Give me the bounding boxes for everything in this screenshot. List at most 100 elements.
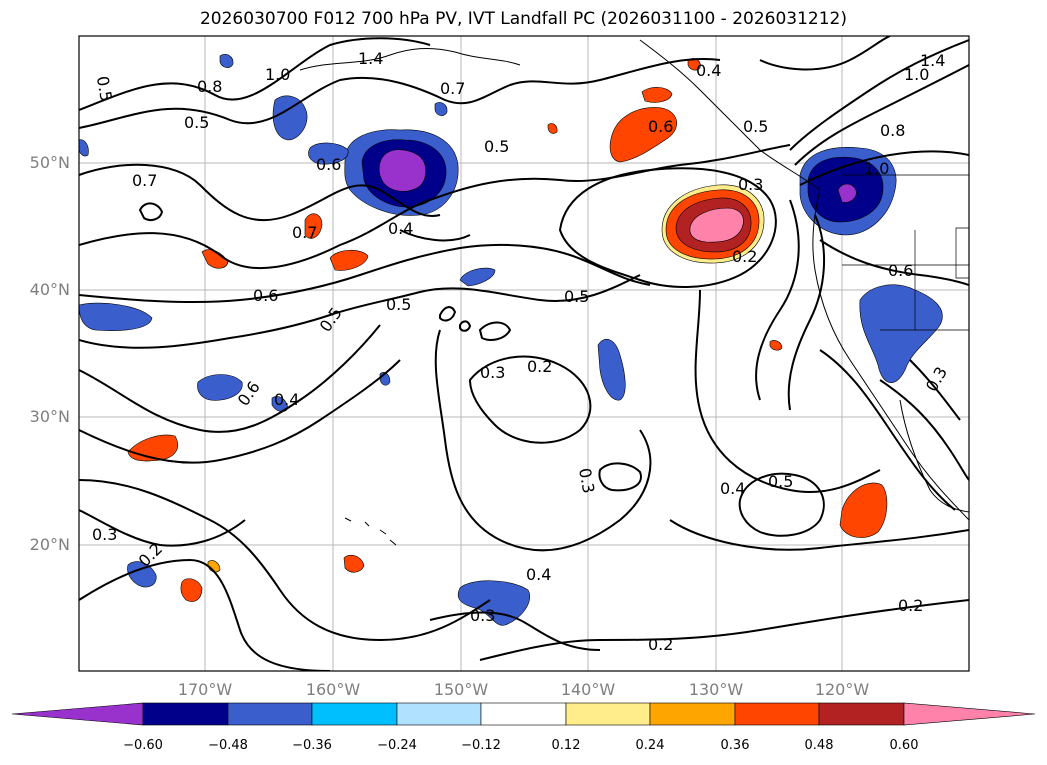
- contour-label: 0.2: [648, 635, 673, 654]
- contour-label: 0.7: [132, 171, 157, 190]
- colorbar-extend-min: [11, 702, 144, 726]
- neg-blob-aleutian: [272, 95, 308, 141]
- lon-label-140w: 140°W: [560, 680, 616, 699]
- contour-label: 0.4: [696, 61, 721, 80]
- pos-blob-dot3: [769, 340, 783, 351]
- map-title: 2026030700 F012 700 hPa PV, IVT Landfall…: [199, 9, 847, 29]
- pv-contours: [79, 36, 969, 671]
- colorbar-bin: [396, 702, 482, 726]
- colorbar-bin: [142, 702, 229, 726]
- contour-label: 1.0: [265, 65, 290, 84]
- neg-blob-dot2: [434, 102, 448, 116]
- contour-label: 0.4: [720, 479, 745, 498]
- neg-blob-150w: [459, 267, 496, 287]
- coast-alaska-panhandle: [639, 39, 821, 191]
- contour-label: 0.3: [92, 525, 117, 544]
- colorbar-bin: [565, 702, 651, 726]
- contour-label: 0.7: [440, 79, 465, 98]
- positive-shading: [127, 58, 888, 602]
- neg-blob-gulf-alaska-inner: [378, 149, 427, 192]
- contour-label: 0.5: [743, 117, 768, 136]
- lat-label-40n: 40°N: [29, 280, 70, 299]
- pos-blob-162w: [304, 213, 323, 239]
- colorbar-tick: −0.24: [377, 738, 417, 753]
- neg-blob-california: [859, 284, 943, 383]
- neg-blob-pnw-inner: [837, 183, 857, 203]
- contour-label: 0.5: [768, 472, 793, 491]
- pos-blob-bc: [609, 107, 677, 163]
- neg-blob-30n: [197, 374, 243, 401]
- coast-west-us: [812, 189, 969, 521]
- contour-label: 0.6: [888, 261, 913, 280]
- colorbar-tick: −0.12: [461, 738, 501, 753]
- colorbar-extend-max: [903, 702, 1036, 726]
- colorbar-tick: 0.24: [635, 738, 665, 753]
- neg-blob-15n: [457, 580, 530, 626]
- contour-label: 0.2: [898, 596, 923, 615]
- contour-label: 0.7: [292, 223, 317, 242]
- lon-label-160w: 160°W: [305, 680, 361, 699]
- contour-label: 1.4: [358, 49, 383, 68]
- state-borders: [842, 174, 969, 331]
- contour-label: 0.3: [480, 363, 505, 382]
- hawaii: [344, 517, 397, 546]
- neg-blob-dot1: [219, 54, 234, 68]
- pos-blob-bc2: [641, 87, 673, 103]
- pos-blob-17n: [180, 578, 203, 602]
- contour-label: 0.2: [527, 357, 552, 376]
- lat-label-20n: 20°N: [29, 535, 70, 554]
- contour-label: 0.5: [93, 75, 116, 103]
- contour-label: 0.6: [648, 117, 673, 136]
- contour-label: 0.5: [484, 137, 509, 156]
- colorbar-tick: −0.60: [123, 738, 163, 753]
- contour-label: 0.3: [470, 606, 495, 625]
- colorbar-tick: −0.36: [292, 738, 332, 753]
- pos-blob-168w: [201, 249, 229, 269]
- neg-blob-135w: [597, 338, 626, 401]
- pos-blob-160w: [329, 249, 369, 271]
- pos-blob-baja: [839, 482, 888, 538]
- lat-label-30n: 30°N: [29, 407, 70, 426]
- contour-label: 0.3: [575, 467, 598, 495]
- neg-blob-pacific-w: [79, 302, 153, 331]
- contour-label: 0.3: [738, 175, 763, 194]
- lon-label-170w: 170°W: [177, 680, 233, 699]
- contour-label: 0.5: [184, 113, 209, 132]
- coast-alaska: [299, 47, 521, 71]
- colorbar-tick: 0.48: [804, 738, 834, 753]
- colorbar-bin: [649, 702, 736, 726]
- colorbar-tick: 0.12: [551, 738, 581, 753]
- contour-label: 0.2: [732, 247, 757, 266]
- pos-blob-dot1: [343, 554, 365, 573]
- colorbar-tick: −0.48: [208, 738, 248, 753]
- contour-label: 0.4: [388, 219, 413, 238]
- contour-label: 0.4: [526, 565, 551, 584]
- colorbar: [11, 702, 1036, 726]
- contour-label: 0.6: [316, 155, 341, 174]
- contour-label: 1.0: [904, 65, 929, 84]
- negative-shading: [79, 54, 943, 626]
- pos-blob-135w-pink: [689, 207, 744, 243]
- lat-label-50n: 50°N: [29, 153, 70, 172]
- colorbar-bin: [227, 702, 313, 726]
- contour-label: 0.8: [197, 77, 222, 96]
- colorbar-tick: 0.36: [720, 738, 750, 753]
- colorbar-bin: [734, 702, 820, 726]
- colorbar-tick: 0.60: [889, 738, 919, 753]
- neg-blob-17n: [127, 561, 157, 588]
- contour-label: 0.6: [253, 286, 278, 305]
- contour-label: 1.4: [920, 51, 945, 70]
- map-frame: [78, 35, 970, 672]
- neg-blob-aleutian-2: [308, 142, 349, 165]
- colorbar-bin: [311, 702, 398, 726]
- contour-label: 0.5: [386, 295, 411, 314]
- lon-label-150w: 150°W: [433, 680, 489, 699]
- map-background: [79, 36, 969, 671]
- contour-label: 0.8: [880, 121, 905, 140]
- contour-label: 1.0: [864, 159, 889, 178]
- contour-label: 0.4: [274, 390, 299, 409]
- lon-label-130w: 130°W: [688, 680, 744, 699]
- pos-blob-dot4: [547, 123, 558, 134]
- contour-label: 0.5: [564, 287, 589, 306]
